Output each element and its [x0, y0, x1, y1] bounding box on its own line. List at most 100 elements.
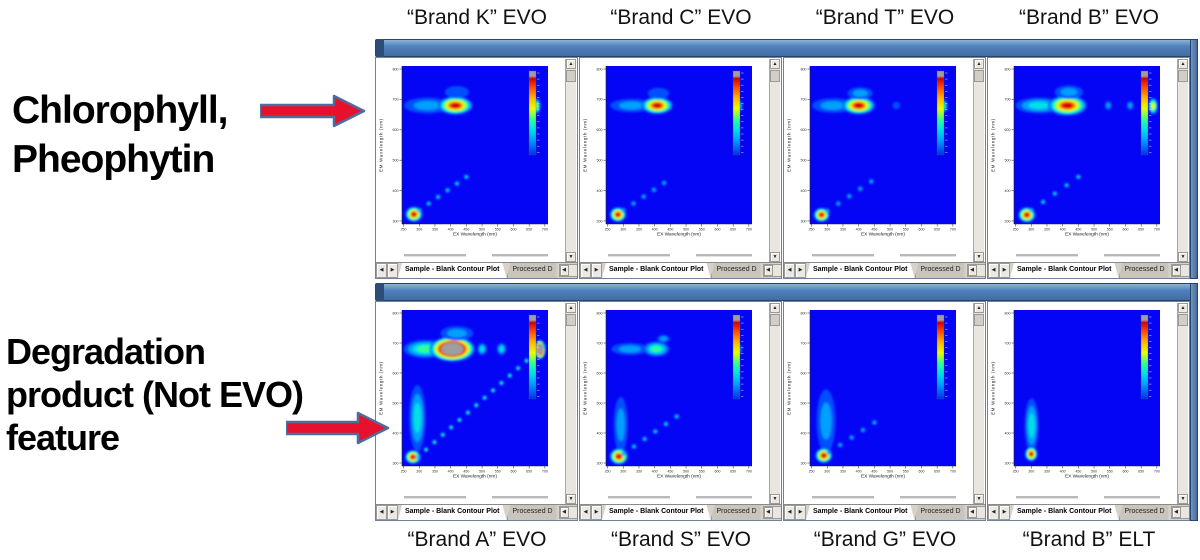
- scroll-down-button[interactable]: ▼: [566, 252, 576, 262]
- scroll-up-button[interactable]: ▲: [770, 303, 780, 313]
- scroll-down-button[interactable]: ▼: [566, 494, 576, 504]
- scroll-left-button[interactable]: ◀: [763, 507, 773, 518]
- vertical-scroll-track[interactable]: [770, 69, 780, 252]
- scroll-up-button[interactable]: ▲: [770, 59, 780, 69]
- tab-processed-data[interactable]: Processed D: [1118, 263, 1169, 278]
- vertical-scrollbar[interactable]: ▲ ▼: [1177, 303, 1188, 504]
- scroll-up-button[interactable]: ▲: [974, 59, 984, 69]
- tab-sample-blank-contour-plot[interactable]: Sample - Blank Contour Plot: [806, 505, 915, 520]
- horizontal-scroll-track[interactable]: [1180, 265, 1189, 276]
- tab-nav-right-button[interactable]: ▶: [591, 263, 602, 278]
- horizontal-scrollbar[interactable]: ◀▶: [1170, 264, 1189, 277]
- scroll-down-button[interactable]: ▼: [770, 252, 780, 262]
- window-titlebar-row1[interactable]: [375, 39, 1197, 58]
- scroll-down-button[interactable]: ▼: [974, 252, 984, 262]
- scroll-up-button[interactable]: ▲: [1178, 303, 1188, 313]
- vertical-scroll-thumb[interactable]: [1178, 70, 1188, 82]
- tab-processed-data[interactable]: Processed D: [1118, 505, 1169, 520]
- tab-nav-right-button[interactable]: ▶: [999, 263, 1010, 278]
- tab-nav-left-button[interactable]: ◀: [376, 263, 387, 278]
- vertical-scroll-track[interactable]: [566, 313, 576, 494]
- tab-nav-left-button[interactable]: ◀: [784, 263, 795, 278]
- tab-processed-data[interactable]: Processed D: [914, 505, 965, 520]
- tab-nav-left-button[interactable]: ◀: [580, 263, 591, 278]
- tab-nav-left-button[interactable]: ◀: [988, 263, 999, 278]
- tab-nav-right-button[interactable]: ▶: [591, 505, 602, 520]
- tab-nav-left-button[interactable]: ◀: [376, 505, 387, 520]
- vertical-scroll-thumb[interactable]: [566, 314, 576, 326]
- horizontal-scrollbar[interactable]: ◀▶: [558, 506, 577, 519]
- vertical-scroll-track[interactable]: [566, 69, 576, 252]
- scroll-left-button[interactable]: ◀: [763, 265, 773, 276]
- scroll-up-button[interactable]: ▲: [566, 303, 576, 313]
- tab-nav-right-button[interactable]: ▶: [795, 505, 806, 520]
- horizontal-scroll-track[interactable]: [568, 507, 577, 518]
- tab-sample-blank-contour-plot[interactable]: Sample - Blank Contour Plot: [602, 263, 711, 278]
- scroll-left-button[interactable]: ◀: [967, 507, 977, 518]
- horizontal-scroll-track[interactable]: [1180, 507, 1189, 518]
- vertical-scrollbar[interactable]: ▲ ▼: [1177, 59, 1188, 262]
- scroll-down-button[interactable]: ▼: [974, 494, 984, 504]
- vertical-scrollbar[interactable]: ▲ ▼: [769, 303, 780, 504]
- vertical-scroll-track[interactable]: [770, 313, 780, 494]
- horizontal-scroll-track[interactable]: [568, 265, 577, 276]
- horizontal-scrollbar[interactable]: ◀▶: [762, 506, 781, 519]
- vertical-scrollbar[interactable]: ▲ ▼: [565, 303, 576, 504]
- tab-nav-right-button[interactable]: ▶: [387, 263, 398, 278]
- scroll-up-button[interactable]: ▲: [566, 59, 576, 69]
- horizontal-scrollbar[interactable]: ◀▶: [1170, 506, 1189, 519]
- vertical-scroll-thumb[interactable]: [770, 314, 780, 326]
- vertical-scrollbar[interactable]: ▲ ▼: [973, 59, 984, 262]
- tab-sample-blank-contour-plot[interactable]: Sample - Blank Contour Plot: [398, 505, 507, 520]
- vertical-scroll-thumb[interactable]: [1178, 314, 1188, 326]
- vertical-scroll-track[interactable]: [974, 313, 984, 494]
- scroll-down-button[interactable]: ▼: [1178, 494, 1188, 504]
- tab-sample-blank-contour-plot[interactable]: Sample - Blank Contour Plot: [806, 263, 915, 278]
- plot-title-brand-b-evo: “Brand B” EVO: [1018, 6, 1160, 29]
- scroll-left-button[interactable]: ◀: [1171, 265, 1181, 276]
- vertical-scroll-thumb[interactable]: [770, 70, 780, 82]
- scroll-down-button[interactable]: ▼: [770, 494, 780, 504]
- scroll-left-button[interactable]: ◀: [559, 507, 569, 518]
- tab-processed-data[interactable]: Processed D: [710, 505, 761, 520]
- tab-sample-blank-contour-plot[interactable]: Sample - Blank Contour Plot: [1010, 505, 1119, 520]
- horizontal-scroll-track[interactable]: [772, 265, 781, 276]
- horizontal-scrollbar[interactable]: ◀▶: [762, 264, 781, 277]
- tab-nav-left-button[interactable]: ◀: [988, 505, 999, 520]
- svg-text:500: 500: [479, 470, 485, 474]
- scroll-up-button[interactable]: ▲: [1178, 59, 1188, 69]
- horizontal-scroll-track[interactable]: [976, 265, 985, 276]
- scroll-down-button[interactable]: ▼: [1178, 252, 1188, 262]
- tab-nav-right-button[interactable]: ▶: [999, 505, 1010, 520]
- tab-nav-left-button[interactable]: ◀: [784, 505, 795, 520]
- vertical-scroll-thumb[interactable]: [974, 70, 984, 82]
- vertical-scroll-track[interactable]: [1178, 313, 1188, 494]
- tab-nav-right-button[interactable]: ▶: [795, 263, 806, 278]
- vertical-scrollbar[interactable]: ▲ ▼: [769, 59, 780, 262]
- scroll-up-button[interactable]: ▲: [974, 303, 984, 313]
- horizontal-scrollbar[interactable]: ◀▶: [966, 506, 985, 519]
- horizontal-scroll-track[interactable]: [976, 507, 985, 518]
- tab-nav-left-button[interactable]: ◀: [580, 505, 591, 520]
- tab-sample-blank-contour-plot[interactable]: Sample - Blank Contour Plot: [602, 505, 711, 520]
- tab-processed-data[interactable]: Processed D: [506, 263, 557, 278]
- vertical-scroll-thumb[interactable]: [974, 314, 984, 326]
- tab-nav-right-button[interactable]: ▶: [387, 505, 398, 520]
- vertical-scroll-track[interactable]: [1178, 69, 1188, 252]
- window-titlebar-row2[interactable]: [375, 283, 1197, 302]
- horizontal-scrollbar[interactable]: ◀▶: [558, 264, 577, 277]
- vertical-scrollbar[interactable]: ▲ ▼: [973, 303, 984, 504]
- tab-sample-blank-contour-plot[interactable]: Sample - Blank Contour Plot: [398, 263, 507, 278]
- horizontal-scrollbar[interactable]: ◀▶: [966, 264, 985, 277]
- scroll-left-button[interactable]: ◀: [1171, 507, 1181, 518]
- horizontal-scroll-track[interactable]: [772, 507, 781, 518]
- vertical-scroll-track[interactable]: [974, 69, 984, 252]
- tab-processed-data[interactable]: Processed D: [710, 263, 761, 278]
- tab-processed-data[interactable]: Processed D: [914, 263, 965, 278]
- tab-sample-blank-contour-plot[interactable]: Sample - Blank Contour Plot: [1010, 263, 1119, 278]
- scroll-left-button[interactable]: ◀: [559, 265, 569, 276]
- vertical-scrollbar[interactable]: ▲ ▼: [565, 59, 576, 262]
- tab-processed-data[interactable]: Processed D: [506, 505, 557, 520]
- scroll-left-button[interactable]: ◀: [967, 265, 977, 276]
- vertical-scroll-thumb[interactable]: [566, 70, 576, 82]
